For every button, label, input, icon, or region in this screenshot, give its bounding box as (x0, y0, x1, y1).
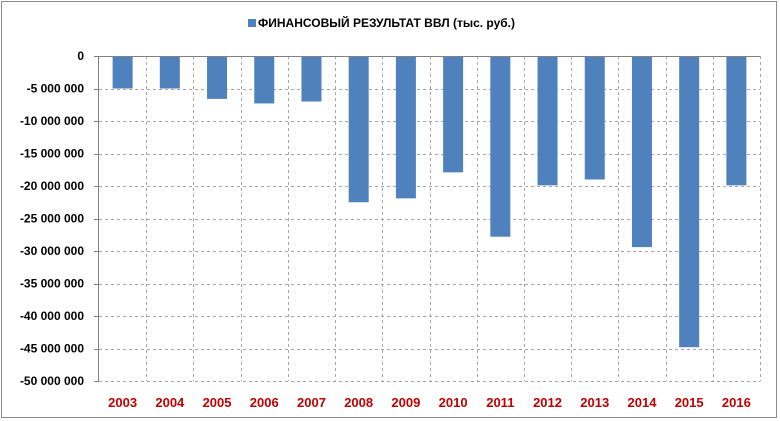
x-tick-label: 2010 (439, 395, 468, 410)
y-tick-label: 0 (77, 49, 84, 63)
y-tick-label: -10 000 000 (20, 114, 84, 128)
y-tick-label: -5 000 000 (27, 82, 85, 96)
legend-swatch (248, 19, 256, 27)
x-tick-label: 2015 (675, 395, 704, 410)
x-tick-label: 2007 (297, 395, 326, 410)
y-tick-label: -20 000 000 (20, 179, 84, 193)
y-tick-label: -30 000 000 (20, 244, 84, 258)
x-tick-label: 2006 (250, 395, 279, 410)
y-tick-label: -35 000 000 (20, 277, 84, 291)
x-tick-label: 2005 (203, 395, 232, 410)
y-tick-label: -50 000 000 (20, 374, 84, 388)
x-tick-label: 2011 (486, 395, 514, 410)
bar-2008 (348, 56, 369, 203)
x-tick-label: 2013 (580, 395, 609, 410)
y-tick-label: -40 000 000 (20, 309, 84, 323)
bar-2003 (112, 56, 133, 89)
y-tick-label: -15 000 000 (20, 147, 84, 161)
bar-2013 (584, 56, 605, 180)
y-tick-label: -25 000 000 (20, 212, 84, 226)
legend: ФИНАНСОВЫЙ РЕЗУЛЬТАТ ВВЛ (тыс. руб.) (248, 15, 515, 30)
x-tick-label: 2016 (722, 395, 751, 410)
bar-2007 (301, 56, 322, 102)
bar-2004 (159, 56, 180, 89)
bar-2010 (443, 56, 464, 173)
x-tick-label: 2004 (155, 395, 185, 410)
bar-2014 (631, 56, 652, 248)
axes (94, 56, 760, 382)
y-tick-label: -45 000 000 (20, 342, 84, 356)
bar-2009 (395, 56, 416, 199)
x-tick-label: 2008 (344, 395, 373, 410)
bar-2005 (207, 56, 228, 99)
bar-2006 (254, 56, 275, 104)
x-tick-label: 2012 (533, 395, 562, 410)
bar-2015 (679, 56, 700, 348)
x-tick-labels: 2003 2004 2005 2006 2007 2008 2009 2010 2011 2012… (108, 395, 751, 410)
bar-2012 (537, 56, 558, 186)
x-tick-label: 2003 (108, 395, 137, 410)
y-tick-labels: 0 -5 000 000 -10 000 000 -15 000 000 -20 000… (20, 49, 84, 388)
bar-2011 (490, 56, 511, 237)
legend-label: ФИНАНСОВЫЙ РЕЗУЛЬТАТ ВВЛ (тыс. руб.) (258, 15, 515, 30)
bars (112, 56, 747, 348)
x-tick-label: 2009 (391, 395, 420, 410)
gridlines (99, 56, 761, 382)
x-tick-label: 2014 (628, 395, 658, 410)
bar-2016 (726, 56, 747, 186)
